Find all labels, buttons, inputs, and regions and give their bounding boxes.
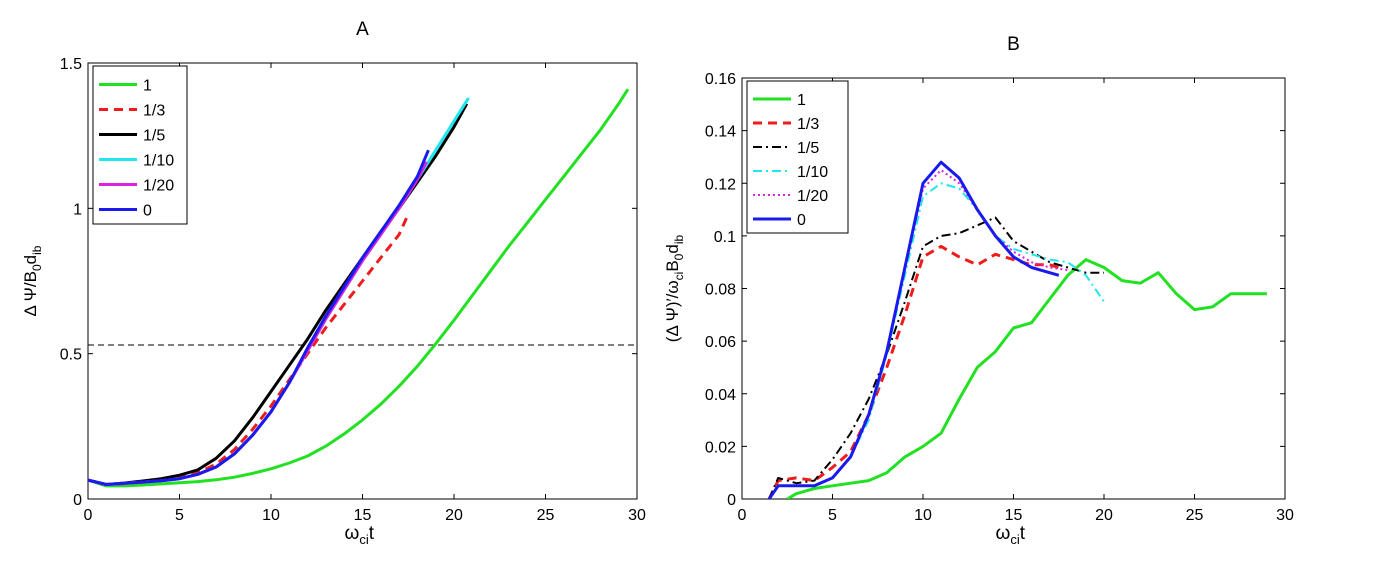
x-tick-label: 5	[828, 507, 837, 524]
series-group	[767, 160, 1267, 499]
y-tick-label: 1	[73, 201, 82, 218]
y-tick-label: 0.5	[60, 347, 82, 364]
x-tick-label: 15	[1005, 507, 1023, 524]
chart-b: 0 5 10 15 20 25 3000.020.040.060.080.10.120.14…	[663, 34, 1294, 547]
y-axis-label: Δ Ψ/B0dib	[21, 245, 44, 316]
x-tick-label: 20	[1095, 507, 1113, 524]
chart-title: B	[1007, 34, 1020, 55]
x-tick-label: 10	[262, 507, 280, 524]
y-tick-label: 0.02	[705, 439, 736, 456]
legend: 1 1/3 1/5 1/10 1/20 0	[746, 80, 849, 234]
x-tick-label: 30	[628, 507, 646, 524]
x-tick-label: 0	[84, 507, 93, 524]
legend-label: 1/20	[143, 178, 174, 195]
legend-label: 1/3	[797, 116, 819, 133]
y-tick-label: 0.14	[705, 124, 736, 141]
y-tick-label: 0	[73, 492, 82, 509]
y-tick-label: 0.04	[705, 387, 736, 404]
legend-label: 1/10	[797, 164, 828, 181]
legend-box	[746, 80, 849, 234]
x-tick-label: 15	[354, 507, 372, 524]
legend: 1 1/3 1/5 1/10 1/20 0	[92, 65, 188, 225]
series-line-0	[767, 160, 1060, 499]
series-group	[88, 88, 630, 488]
x-axis-label: ωcit	[996, 523, 1026, 547]
series-line-1	[88, 88, 630, 488]
x-tick-label: 25	[1186, 507, 1204, 524]
series-line-1	[786, 258, 1267, 499]
y-tick-label: 0.16	[705, 71, 736, 88]
series-line-0	[88, 149, 430, 486]
series-line-1-10	[768, 182, 1105, 499]
legend-label: 1	[143, 78, 152, 95]
x-tick-label: 20	[445, 507, 463, 524]
y-tick-label: 0	[727, 492, 736, 509]
series-line-1-5	[768, 216, 1104, 499]
y-tick-label: 0.1	[714, 229, 736, 246]
y-tick-label: 0.08	[705, 282, 736, 299]
legend-label: 1	[797, 92, 806, 109]
x-tick-label: 10	[914, 507, 932, 524]
x-tick-label: 5	[175, 507, 184, 524]
x-tick-label: 25	[537, 507, 555, 524]
y-tick-label: 1.5	[60, 56, 82, 73]
legend-label: 1/3	[143, 103, 165, 120]
legend-box	[92, 65, 188, 225]
chart-title: A	[356, 19, 369, 40]
legend-label: 1/20	[797, 188, 828, 205]
legend-label: 0	[797, 212, 806, 229]
x-axis-label: ωcit	[345, 523, 375, 547]
series-line-1-3	[88, 213, 410, 486]
y-tick-label: 0.06	[705, 334, 736, 351]
legend-label: 0	[143, 203, 152, 220]
legend-label: 1/5	[797, 140, 819, 157]
legend-label: 1/10	[143, 153, 174, 170]
x-tick-label: 0	[738, 507, 747, 524]
legend-label: 1/5	[143, 128, 165, 145]
y-axis-label: (Δ Ψ)′/ωciB0dib	[663, 234, 686, 342]
y-tick-label: 0.12	[705, 176, 736, 193]
x-tick-label: 30	[1276, 507, 1294, 524]
